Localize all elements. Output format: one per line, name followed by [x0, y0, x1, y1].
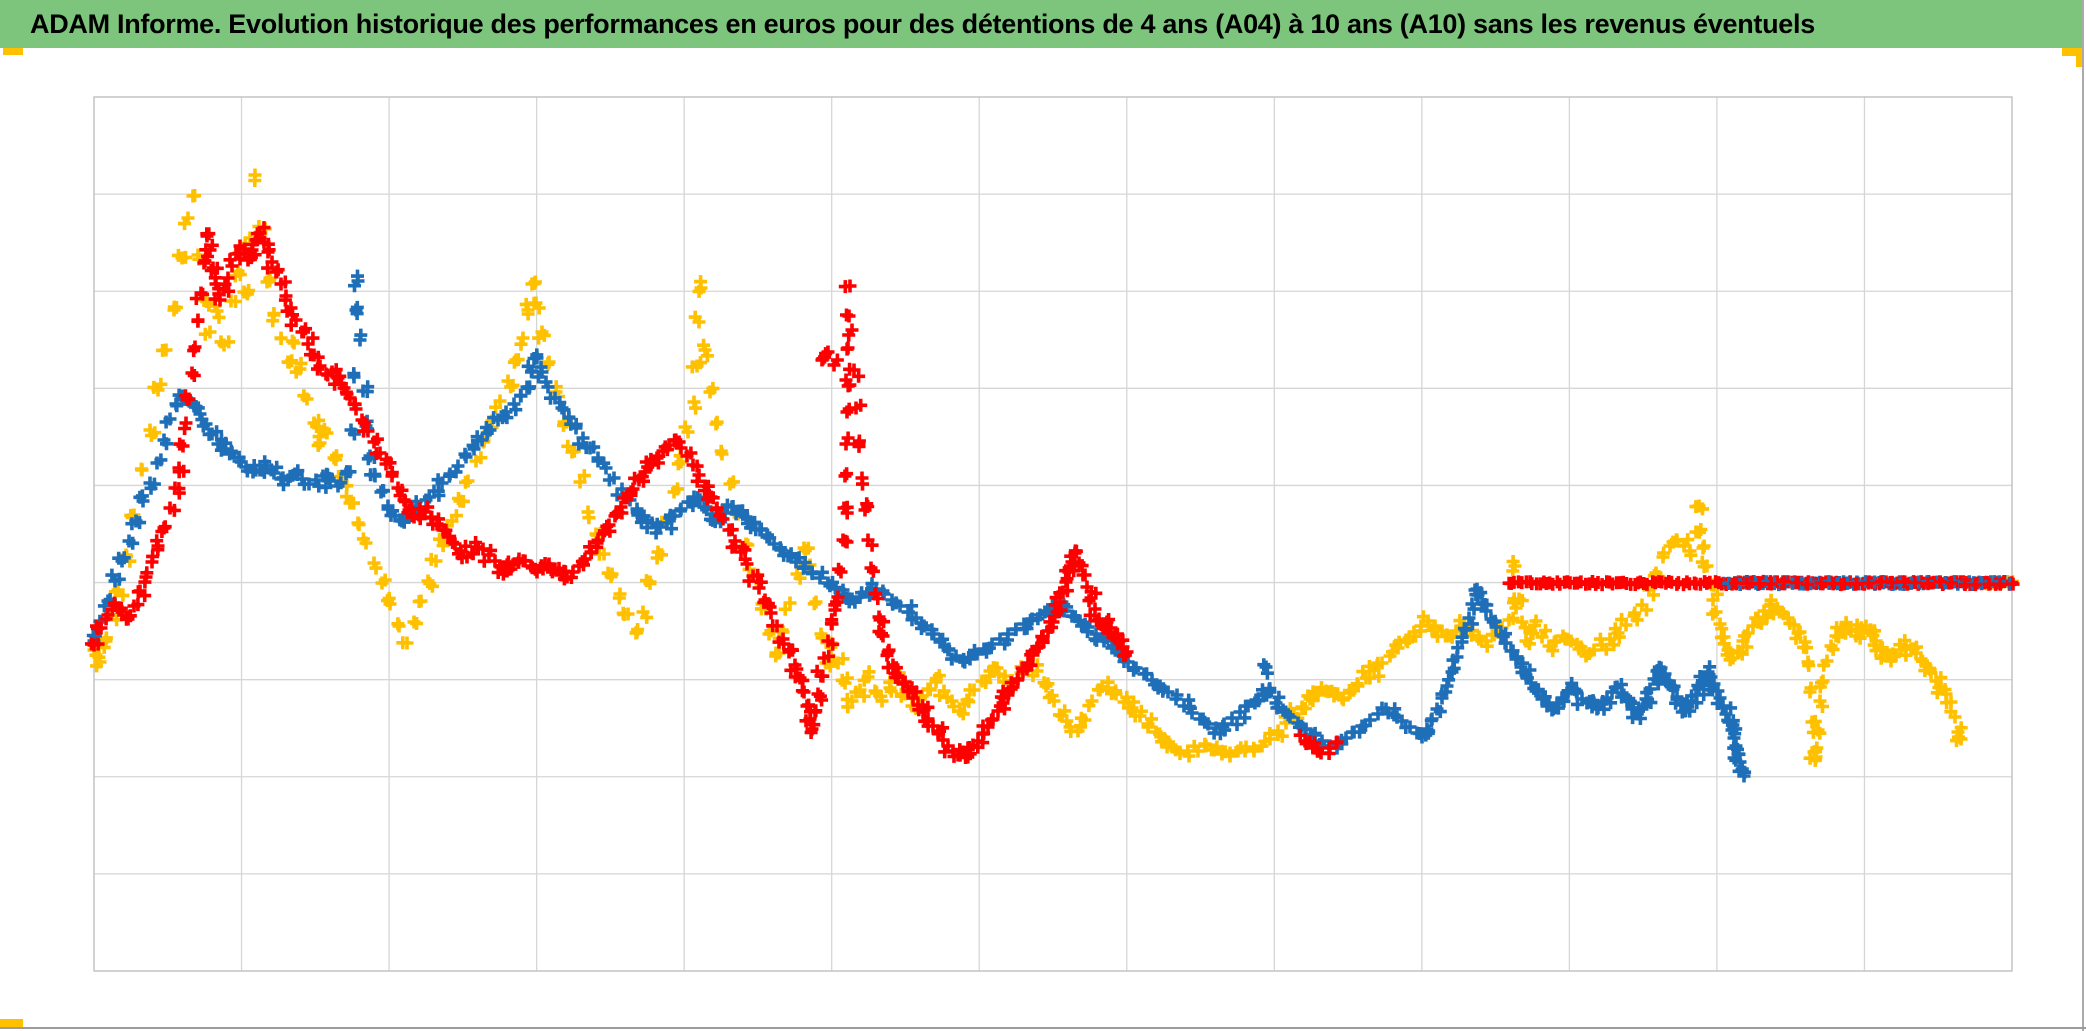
selection-accent-top-right-horizontal [2062, 48, 2084, 56]
selection-accent-bottom-left [0, 1019, 23, 1028]
chart-title-banner: ADAM Informe. Evolution historique des p… [0, 0, 2083, 48]
window-right-border [2082, 0, 2084, 1031]
chart-title: ADAM Informe. Evolution historique des p… [30, 8, 1815, 39]
window-bottom-border [0, 1027, 2086, 1029]
selection-accent-top-right-vertical [2076, 48, 2084, 67]
selection-accent-top-left [3, 48, 23, 55]
